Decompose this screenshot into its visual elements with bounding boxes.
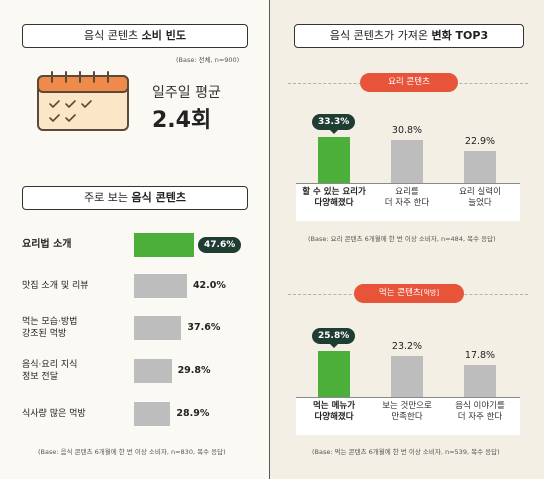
content-category-line: 맛집 소개 및 리뷰 xyxy=(22,281,89,291)
changes-title-box: 음식 콘텐츠가 가져온 변화 TOP3 xyxy=(294,24,524,48)
change-category-line: 만족한다 xyxy=(391,412,423,422)
change-category-label: 요리 실력이 늘었다 xyxy=(445,187,515,209)
main-title-box: 주로 보는 음식 콘텐츠 xyxy=(22,186,248,210)
content-category-line: 먹는 모습·방법 xyxy=(22,317,78,327)
change-bar xyxy=(464,151,496,183)
change-category-line: 늘었다 xyxy=(468,198,492,208)
content-value-label: 29.8% xyxy=(177,365,211,376)
change-category-label: 음식 이야기를 더 자주 한다 xyxy=(445,401,515,423)
content-bar xyxy=(134,359,172,383)
change-value-label: 33.3% xyxy=(312,114,356,134)
change-bar xyxy=(391,355,423,397)
content-category-line: 음식·요리 지식 xyxy=(22,360,78,370)
freq-title-bold: 소비 빈도 xyxy=(141,29,186,42)
freq-base: (Base: 전체, n=900) xyxy=(176,56,240,64)
content-bar xyxy=(134,402,171,426)
change-bar xyxy=(318,137,350,183)
cook-category-band xyxy=(296,183,520,221)
change-category-line: 요리를 xyxy=(395,187,419,197)
change-value-label: 23.2% xyxy=(391,340,423,352)
main-title-plain: 주로 보는 xyxy=(84,191,132,204)
calendar-icon xyxy=(37,71,129,131)
cook-pill-label: 요리 콘텐츠 xyxy=(388,77,430,87)
change-category-line: 할 수 있는 요리가 xyxy=(302,187,366,197)
change-value-label: 30.8% xyxy=(391,125,423,137)
change-category-line: 더 자주 한다 xyxy=(384,198,430,208)
change-value-label: 22.9% xyxy=(464,136,496,148)
cook-base: (Base: 요리 콘텐츠 6개월에 한 번 이상 소비자, n=484, 복수… xyxy=(308,235,496,243)
changes-title-plain: 음식 콘텐츠가 가져온 xyxy=(329,29,432,42)
change-category-line: 요리 실력이 xyxy=(459,187,501,197)
changes-title-bold: 변화 TOP3 xyxy=(431,29,489,42)
change-category-label: 요리를 더 자주 한다 xyxy=(372,187,442,209)
change-bar xyxy=(391,140,423,183)
change-category-line: 다양해졌다 xyxy=(314,412,354,422)
change-category-line: 먹는 메뉴가 xyxy=(312,401,356,411)
main-base: (Base: 음식 콘텐츠 6개월에 한 번 이상 소비자, n=830, 복수… xyxy=(38,448,226,456)
freq-title-plain: 음식 콘텐츠 xyxy=(84,29,142,42)
content-value-label: 28.9% xyxy=(176,408,210,419)
mukbang-category-band xyxy=(296,397,520,435)
main-title-bold: 음식 콘텐츠 xyxy=(131,191,186,204)
avg-label: 일주일 평균 xyxy=(152,85,221,101)
content-value-label: 37.6% xyxy=(187,322,221,333)
content-category-line: 식사량 많은 먹방 xyxy=(22,409,86,419)
change-category-label: 먹는 메뉴가 다양해졌다 xyxy=(299,401,369,423)
content-category-label: 맛집 소개 및 리뷰 xyxy=(22,280,89,292)
avg-value: 2.4회 xyxy=(152,108,212,133)
content-category-line: 강조된 먹방 xyxy=(22,329,67,339)
freq-title-box: 음식 콘텐츠 소비 빈도 xyxy=(22,24,248,48)
content-value-label: 42.0% xyxy=(192,280,226,291)
change-value-label: 17.8% xyxy=(464,350,496,362)
change-category-line: 다양해졌다 xyxy=(314,198,354,208)
content-category-line: 요리법 소개 xyxy=(22,239,72,250)
change-bar xyxy=(464,365,496,397)
cook-pill: 요리 콘텐츠 xyxy=(360,73,458,92)
change-category-label: 할 수 있는 요리가 다양해졌다 xyxy=(299,187,369,209)
content-category-label: 식사량 많은 먹방 xyxy=(22,408,86,420)
mukbang-pill: 먹는 콘텐츠[먹방] xyxy=(354,284,464,303)
content-category-line: 정보 전달 xyxy=(22,372,58,382)
chart-baseline xyxy=(296,397,520,398)
mukbang-pill-suffix: [먹방] xyxy=(420,289,440,297)
content-category-label: 요리법 소개 xyxy=(22,239,71,251)
mukbang-base: (Base: 먹는 콘텐츠 6개월에 한 번 이상 소비자, n=539, 복수… xyxy=(312,448,500,456)
change-category-line: 보는 것만으로 xyxy=(382,401,432,411)
content-value-label: 47.6% xyxy=(198,237,242,253)
chart-baseline xyxy=(296,183,520,184)
mukbang-pill-label: 먹는 콘텐츠 xyxy=(378,288,421,298)
content-bar xyxy=(134,274,187,298)
change-bar xyxy=(318,351,350,397)
change-category-label: 보는 것만으로 만족한다 xyxy=(372,401,442,423)
content-bar xyxy=(134,316,182,340)
change-value-label: 25.8% xyxy=(312,328,356,348)
change-category-line: 음식 이야기를 xyxy=(455,401,505,411)
change-category-line: 더 자주 한다 xyxy=(457,412,503,422)
content-bar xyxy=(134,233,194,257)
